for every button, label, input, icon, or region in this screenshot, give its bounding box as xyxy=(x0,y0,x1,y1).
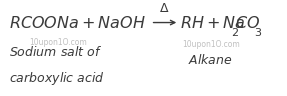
Text: $\mathit{2}$: $\mathit{2}$ xyxy=(231,26,239,38)
Text: $\mathit{RCOONa+NaOH}$: $\mathit{RCOONa+NaOH}$ xyxy=(9,14,146,31)
Text: 10upon1O.com: 10upon1O.com xyxy=(182,40,240,49)
Text: $\mathit{3}$: $\mathit{3}$ xyxy=(254,26,262,38)
Text: $\mathit{CO}$: $\mathit{CO}$ xyxy=(235,14,261,31)
Text: $\mathit{Alkane}$: $\mathit{Alkane}$ xyxy=(188,53,232,67)
Text: $\mathit{\Delta}$: $\mathit{\Delta}$ xyxy=(159,2,170,15)
Text: $\mathit{Sodium\ salt\ of}$: $\mathit{Sodium\ salt\ of}$ xyxy=(9,45,103,59)
Text: 10upon1O.com: 10upon1O.com xyxy=(29,38,87,47)
Text: $\mathit{RH+Na}$: $\mathit{RH+Na}$ xyxy=(180,14,246,31)
Text: $\mathit{carboxylic\ acid}$: $\mathit{carboxylic\ acid}$ xyxy=(9,70,105,87)
